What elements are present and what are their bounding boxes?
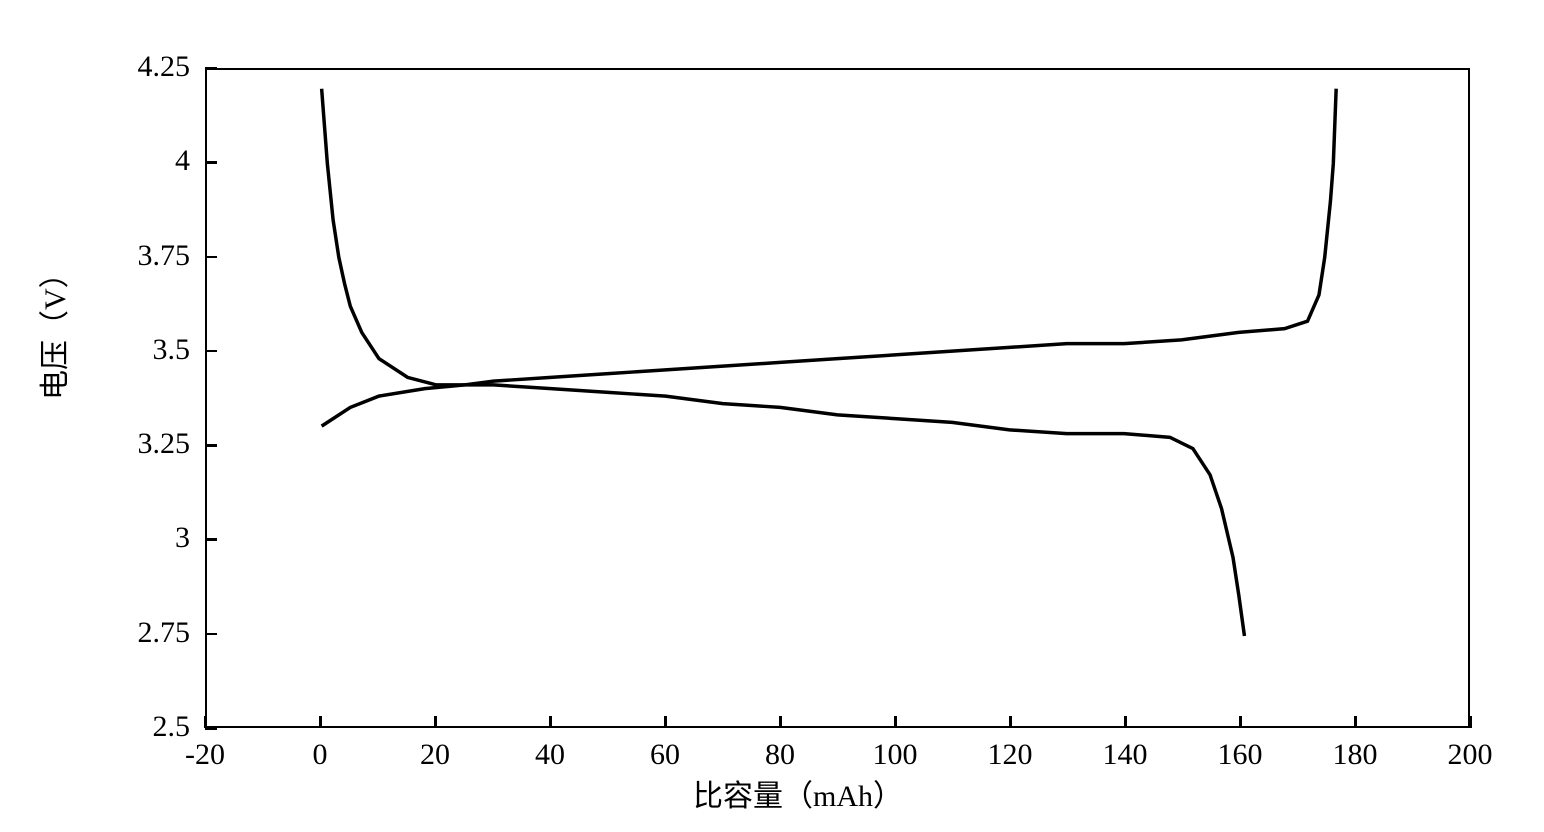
x-axis-label: 比容量（mAh）: [693, 771, 903, 815]
y-tick-mark: [205, 633, 217, 636]
x-tick-mark: [1009, 716, 1012, 728]
y-tick-label: 2.75: [90, 616, 190, 650]
y-tick-mark: [205, 350, 217, 353]
y-tick-label: 4.25: [90, 50, 190, 84]
chart-container: 电压（V） 2.52.7533.253.53.7544.25 -20020406…: [30, 20, 1510, 810]
y-tick-label: 3.75: [90, 239, 190, 273]
x-tick-label: 100: [855, 738, 935, 772]
x-tick-label: 20: [395, 738, 475, 772]
x-tick-label: 40: [510, 738, 590, 772]
x-tick-mark: [894, 716, 897, 728]
x-tick-mark: [1469, 716, 1472, 728]
y-tick-label: 3: [90, 521, 190, 555]
y-tick-label: 3.5: [90, 333, 190, 367]
discharge-curve: [322, 385, 1245, 636]
y-tick-mark: [205, 256, 217, 259]
x-tick-label: 80: [740, 738, 820, 772]
x-tick-label: 140: [1085, 738, 1165, 772]
x-tick-mark: [319, 716, 322, 728]
x-tick-mark: [664, 716, 667, 728]
y-axis-label: 电压（V）: [30, 258, 74, 400]
y-tick-label: 4: [90, 144, 190, 178]
x-tick-mark: [1124, 716, 1127, 728]
x-tick-mark: [549, 716, 552, 728]
x-tick-mark: [1354, 716, 1357, 728]
x-tick-label: 60: [625, 738, 705, 772]
x-tick-label: 120: [970, 738, 1050, 772]
x-tick-mark: [779, 716, 782, 728]
x-tick-label: 200: [1430, 738, 1510, 772]
y-tick-mark: [205, 444, 217, 447]
x-tick-label: 160: [1200, 738, 1280, 772]
y-tick-label: 3.25: [90, 427, 190, 461]
y-tick-mark: [205, 727, 217, 730]
x-tick-label: 180: [1315, 738, 1395, 772]
y-tick-mark: [205, 161, 217, 164]
x-tick-mark: [1239, 716, 1242, 728]
y-tick-mark: [205, 67, 217, 70]
charge-curve: [322, 89, 1337, 385]
x-tick-label: -20: [165, 738, 245, 772]
x-tick-label: 0: [280, 738, 360, 772]
x-tick-mark: [204, 716, 207, 728]
plot-area: [205, 68, 1470, 728]
curve-svg: [207, 70, 1468, 726]
y-tick-mark: [205, 538, 217, 541]
x-tick-mark: [434, 716, 437, 728]
